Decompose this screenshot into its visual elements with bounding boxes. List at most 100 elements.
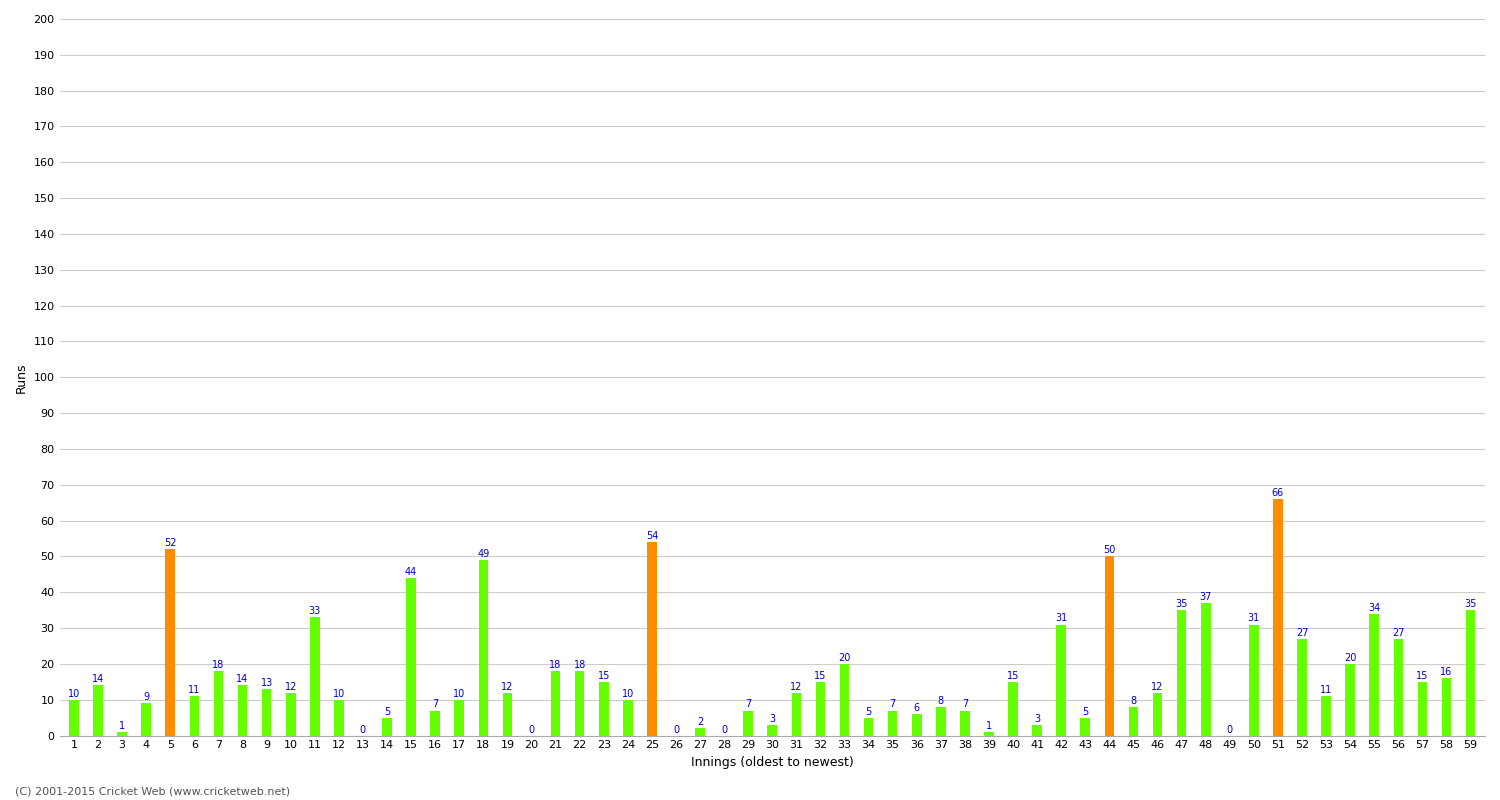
Text: 31: 31: [1248, 614, 1260, 623]
Bar: [1056, 625, 1066, 735]
Bar: [141, 703, 152, 735]
Text: 8: 8: [1131, 696, 1137, 706]
Bar: [1370, 614, 1378, 735]
Bar: [430, 710, 439, 735]
Text: 1: 1: [986, 721, 992, 731]
Text: 12: 12: [790, 682, 802, 691]
Text: 9: 9: [142, 692, 150, 702]
Bar: [694, 729, 705, 735]
Bar: [744, 710, 753, 735]
Text: 15: 15: [597, 670, 610, 681]
Text: 18: 18: [549, 660, 561, 670]
Text: 33: 33: [309, 606, 321, 616]
Bar: [406, 578, 416, 735]
Text: 50: 50: [1102, 546, 1116, 555]
Bar: [936, 707, 945, 735]
Text: 18: 18: [213, 660, 225, 670]
Bar: [165, 550, 176, 735]
Text: 11: 11: [189, 685, 201, 695]
Text: 0: 0: [674, 725, 680, 734]
Bar: [622, 700, 633, 735]
Text: 27: 27: [1296, 628, 1308, 638]
Bar: [69, 700, 80, 735]
Bar: [816, 682, 825, 735]
Bar: [1008, 682, 1019, 735]
Text: 14: 14: [237, 674, 249, 684]
Text: 27: 27: [1392, 628, 1404, 638]
Text: 5: 5: [865, 706, 871, 717]
Bar: [912, 714, 921, 735]
Text: 6: 6: [914, 703, 920, 713]
Text: 7: 7: [746, 699, 752, 710]
Bar: [454, 700, 464, 735]
Y-axis label: Runs: Runs: [15, 362, 28, 393]
Bar: [1442, 678, 1452, 735]
Bar: [286, 693, 296, 735]
Text: 7: 7: [890, 699, 896, 710]
Text: 37: 37: [1200, 592, 1212, 602]
Bar: [960, 710, 969, 735]
Text: 0: 0: [722, 725, 728, 734]
Bar: [840, 664, 849, 735]
Bar: [478, 560, 488, 735]
Bar: [1128, 707, 1138, 735]
Bar: [213, 671, 223, 735]
Text: 10: 10: [453, 689, 465, 698]
Text: 13: 13: [261, 678, 273, 688]
Bar: [1080, 718, 1090, 735]
Bar: [888, 710, 897, 735]
Bar: [550, 671, 561, 735]
Text: 15: 15: [1007, 670, 1019, 681]
Text: 18: 18: [573, 660, 586, 670]
Bar: [792, 693, 801, 735]
Text: 20: 20: [1344, 653, 1356, 663]
Text: 14: 14: [92, 674, 104, 684]
Bar: [1250, 625, 1258, 735]
Bar: [1274, 499, 1282, 735]
Bar: [1466, 610, 1476, 735]
Bar: [117, 732, 128, 735]
Text: 15: 15: [815, 670, 827, 681]
Bar: [646, 542, 657, 735]
Bar: [1346, 664, 1354, 735]
Text: (C) 2001-2015 Cricket Web (www.cricketweb.net): (C) 2001-2015 Cricket Web (www.cricketwe…: [15, 786, 290, 796]
Bar: [93, 686, 104, 735]
Text: 8: 8: [938, 696, 944, 706]
Bar: [864, 718, 873, 735]
Bar: [984, 732, 994, 735]
Text: 12: 12: [285, 682, 297, 691]
Text: 11: 11: [1320, 685, 1332, 695]
Bar: [237, 686, 248, 735]
Bar: [1104, 557, 1114, 735]
Text: 20: 20: [839, 653, 850, 663]
X-axis label: Innings (oldest to newest): Innings (oldest to newest): [692, 756, 853, 769]
Text: 31: 31: [1054, 614, 1068, 623]
Text: 1: 1: [118, 721, 124, 731]
Text: 35: 35: [1176, 599, 1188, 609]
Text: 7: 7: [432, 699, 438, 710]
Text: 10: 10: [68, 689, 80, 698]
Text: 5: 5: [1082, 706, 1089, 717]
Text: 3: 3: [1034, 714, 1040, 724]
Bar: [262, 689, 272, 735]
Text: 44: 44: [405, 567, 417, 577]
Bar: [503, 693, 512, 735]
Bar: [189, 696, 200, 735]
Bar: [1298, 639, 1306, 735]
Text: 49: 49: [477, 549, 489, 559]
Bar: [1032, 725, 1042, 735]
Bar: [382, 718, 392, 735]
Bar: [574, 671, 585, 735]
Text: 5: 5: [384, 706, 390, 717]
Text: 66: 66: [1272, 488, 1284, 498]
Bar: [1202, 603, 1210, 735]
Bar: [334, 700, 344, 735]
Text: 10: 10: [333, 689, 345, 698]
Text: 12: 12: [501, 682, 513, 691]
Bar: [768, 725, 777, 735]
Text: 54: 54: [645, 531, 658, 541]
Bar: [1178, 610, 1186, 735]
Bar: [310, 618, 320, 735]
Bar: [1322, 696, 1330, 735]
Text: 15: 15: [1416, 670, 1428, 681]
